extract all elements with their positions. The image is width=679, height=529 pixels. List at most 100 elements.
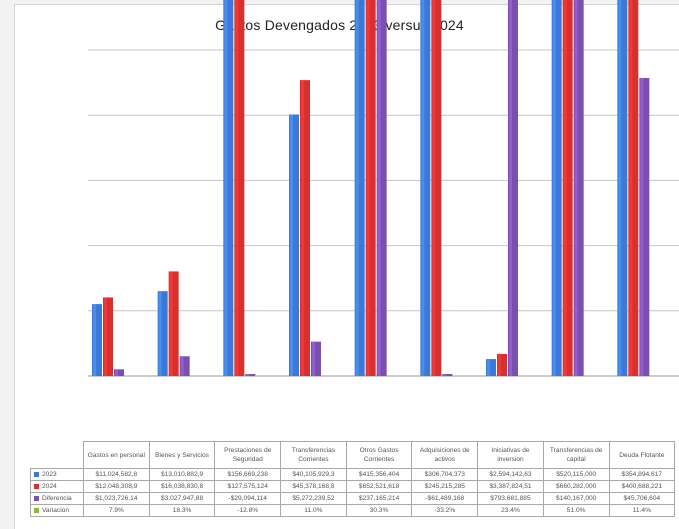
- table-cell: $2,594,142,63: [477, 468, 544, 481]
- table-cell: $11,024,582,8: [83, 468, 150, 481]
- bar-highlight: [629, 0, 633, 376]
- category-label: Prestaciones de Seguridad: [214, 441, 282, 469]
- bar-2023-7: [486, 359, 496, 376]
- category-label: Gastos en personal: [83, 441, 150, 469]
- category-label: Bienes y Servicios: [148, 441, 216, 469]
- table-cell: -12.8%: [214, 504, 282, 517]
- bar-highlight: [290, 114, 293, 376]
- category-label: Otros Gastos Corrientes: [345, 441, 413, 469]
- table-row: Variacion 7.9% 18.3% -12.8% 11.0% 30.3% -33.2%…: [30, 504, 676, 517]
- table-cell: 11.0%: [280, 504, 347, 517]
- data-table: Gastos en personal Bienes y Servicios Pres…: [30, 441, 676, 517]
- table-cell: 30.3%: [345, 504, 413, 517]
- bar-highlight: [552, 0, 556, 376]
- table-cell: -$29,094,114: [214, 492, 282, 505]
- table-cell: $652,521,618: [345, 480, 413, 493]
- table-row: Diferencia $1,023,726,14 $3,027,947,88 -$29…: [30, 492, 676, 505]
- table-cell: $12,048,308,9: [83, 480, 150, 493]
- bar-highlight: [224, 0, 228, 376]
- bar-2023-9: [617, 0, 628, 376]
- bar-highlight: [618, 0, 622, 376]
- table-cell: $1,023,726,14: [83, 492, 150, 505]
- bar-highlight: [312, 341, 315, 376]
- bar-highlight: [443, 374, 447, 376]
- series-name: 2023: [42, 471, 57, 478]
- table-cell: $40,105,929,3: [280, 468, 347, 481]
- legend-key-variacion: Variacion: [30, 504, 84, 517]
- category-label: Transferencias Corrientes: [280, 441, 347, 469]
- legend-swatch: [34, 483, 39, 489]
- bar-2023-2: [157, 291, 168, 376]
- table-cell: -$61,489,168: [411, 492, 479, 505]
- bar-diferencia-4: [311, 341, 321, 376]
- bar-2024-3: [234, 0, 245, 376]
- bar-highlight: [115, 369, 118, 376]
- bar-2023-1: [92, 304, 102, 376]
- bar-diferencia-3: [245, 374, 256, 376]
- table-cell: $520,115,000: [542, 468, 610, 481]
- table-cell: -33.2%: [411, 504, 479, 517]
- bar-2024-1: [103, 297, 113, 376]
- series-name: 2024: [42, 483, 57, 490]
- bar-highlight: [355, 0, 359, 376]
- table-cell: $400,688,221: [608, 480, 676, 493]
- table-cell: $245,215,285: [411, 480, 479, 493]
- bar-highlight: [377, 0, 381, 376]
- table-cell: $237,165,214: [345, 492, 413, 505]
- series-name: Variacion: [42, 507, 69, 514]
- bar-highlight: [432, 0, 436, 376]
- bar-2024-2: [168, 271, 179, 376]
- legend-swatch: [34, 495, 39, 501]
- bar-2023-5: [354, 0, 365, 376]
- table-cell: $16,038,830,8: [148, 480, 216, 493]
- table-cell: 51.0%: [542, 504, 610, 517]
- table-cell: 18.3%: [148, 504, 216, 517]
- category-label: Deuda Flotante: [608, 441, 676, 469]
- bar-highlight: [366, 0, 370, 376]
- bar-highlight: [421, 0, 425, 376]
- bar-highlight: [93, 304, 96, 376]
- series-name: Diferencia: [42, 495, 72, 502]
- bar-highlight: [498, 353, 501, 376]
- table-cell: $415,356,404: [345, 468, 413, 481]
- bar-highlight: [235, 0, 239, 376]
- legend-swatch: [34, 471, 39, 477]
- table-cell: 11.4%: [608, 504, 676, 517]
- bar-highlight: [509, 0, 512, 376]
- table-cell: $660,282,000: [542, 480, 610, 493]
- bar-highlight: [169, 271, 173, 376]
- legend-key-2023: 2023: [30, 468, 84, 481]
- bar-2023-3: [223, 0, 234, 376]
- table-cell: $127,575,124: [214, 480, 282, 493]
- table-cell: $45,706,604: [608, 492, 676, 505]
- bar-diferencia-7: [508, 0, 518, 376]
- table-cell: $156,669,238: [214, 468, 282, 481]
- bar-highlight: [640, 77, 644, 376]
- table-cell: $306,704,373: [411, 468, 479, 481]
- table-cell: $5,272,239,52: [280, 492, 347, 505]
- bar-diferencia-8: [573, 0, 584, 376]
- category-label: Adquisiciones de activos: [411, 441, 479, 469]
- bar-diferencia-9: [639, 77, 650, 376]
- bar-2024-4: [300, 80, 310, 376]
- bar-2023-8: [551, 0, 562, 376]
- bar-highlight: [104, 297, 107, 376]
- table-row: 2024 $12,048,308,9 $16,038,830,8 $127,575,1…: [30, 480, 676, 493]
- table-cell: $3,387,824,51: [477, 480, 544, 493]
- table-cell: $354,894,617: [608, 468, 676, 481]
- table-cell: $140,167,000: [542, 492, 610, 505]
- bar-2023-4: [289, 114, 299, 376]
- table-corner: [30, 441, 84, 469]
- bar-2024-8: [562, 0, 573, 376]
- bar-2023-6: [420, 0, 431, 376]
- category-label: Transferencias de capital: [542, 441, 610, 469]
- bar-diferencia-2: [179, 356, 190, 376]
- bar-diferencia-6: [442, 374, 453, 376]
- bar-diferencia-5: [376, 0, 387, 376]
- bar-highlight: [246, 374, 250, 376]
- table-cell: $13,010,882,9: [148, 468, 216, 481]
- chart-title: Gastos Devengados 2023 versus 2024: [215, 17, 464, 33]
- table-cell: $3,027,947,88: [148, 492, 216, 505]
- bar-highlight: [301, 80, 304, 376]
